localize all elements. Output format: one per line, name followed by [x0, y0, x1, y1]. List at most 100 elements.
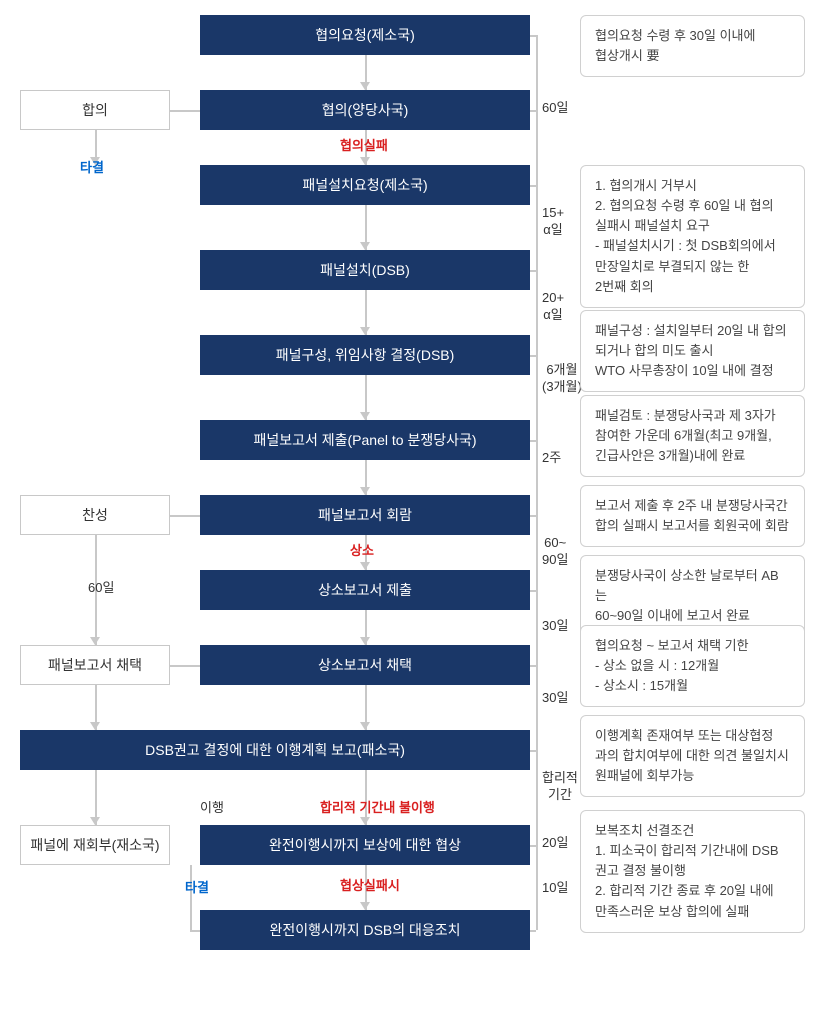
m11: 완전이행시까지 DSB의 대응조치 [200, 910, 530, 950]
n7-line-0: 이행계획 존재여부 또는 대상협정 [595, 726, 790, 746]
n7: 이행계획 존재여부 또는 대상협정과의 합치여부에 대한 의견 불일치시원패널에… [580, 715, 805, 797]
connector-v-15 [190, 865, 192, 930]
flowchart-root: 협의요청(제소국) 협의(양당사국) 패널설치요청(제소국) 패널설치(DSB) 패널구… [10, 10, 813, 1017]
time-label-10: 10일 [542, 880, 568, 897]
time-label-8: 합리적 기간 [542, 770, 578, 804]
n8-line-3: 2. 합리적 기간 종료 후 20일 내에 [595, 881, 790, 901]
n7-line-1: 과의 합치여부에 대한 의견 불일치시 [595, 746, 790, 766]
n6: 협의요청 ~ 보고서 채택 기한- 상소 없을 시 : 12개월- 상소시 : … [580, 625, 805, 707]
connector-h-3 [190, 930, 200, 932]
l_hyepsilpae: 협의실패 [340, 138, 388, 155]
n1-line-4: 만장일치로 부결되지 않는 한 [595, 257, 790, 277]
n2-line-1: 되거나 합의 미도 출시 [595, 341, 790, 361]
n1-line-1: 2. 협의요청 수령 후 60일 내 협의 [595, 196, 790, 216]
n4-line-1: 합의 실패시 보고서를 회원국에 회람 [595, 516, 790, 536]
time-label-2: 20+ α일 [542, 290, 564, 324]
m2: 패널설치요청(제소국) [200, 165, 530, 205]
m6-tick [530, 515, 536, 517]
m1: 협의(양당사국) [200, 90, 530, 130]
n0: 협의요청 수령 후 30일 이내에협상개시 要 [580, 15, 805, 77]
timeline-spine [536, 35, 538, 930]
m8-tick [530, 665, 536, 667]
m2-tick [530, 185, 536, 187]
arrow-7 [360, 637, 370, 645]
arrow-1 [360, 157, 370, 165]
arrow-12 [90, 637, 100, 645]
l_tagyeol2: 타결 [185, 880, 209, 897]
arrow-8 [360, 722, 370, 730]
n3-line-2: 긴급사안은 3개월)내에 완료 [595, 446, 790, 466]
arrow-5 [360, 487, 370, 495]
n4-line-0: 보고서 제출 후 2주 내 분쟁당사국간 [595, 496, 790, 516]
n3-line-0: 패널검토 : 분쟁당사국과 제 3자가 [595, 406, 790, 426]
time-label-3: 6개월 (3개월) [542, 362, 582, 396]
arrow-10 [360, 902, 370, 910]
arrow-2 [360, 242, 370, 250]
s1: 찬성 [20, 495, 170, 535]
connector-h-0 [170, 110, 200, 112]
n5-line-1: 60~90일 이내에 보고서 완료 [595, 606, 790, 626]
n8-line-0: 보복조치 선결조건 [595, 821, 790, 841]
m5: 패널보고서 제출(Panel to 분쟁당사국) [200, 420, 530, 460]
m7: 상소보고서 제출 [200, 570, 530, 610]
l_sangso: 상소 [350, 543, 374, 560]
n1-line-3: - 패널설치시기 : 첫 DSB회의에서 [595, 236, 790, 256]
time-label-4: 2주 [542, 450, 561, 467]
n2-line-0: 패널구성 : 설치일부터 20일 내 합의 [595, 321, 790, 341]
arrow-6 [360, 562, 370, 570]
time-label-0: 60일 [542, 100, 568, 117]
m10-tick [530, 845, 536, 847]
time-label-5: 60~ 90일 [542, 535, 568, 569]
l_bulihaeng: 합리적 기간내 불이행 [320, 800, 435, 817]
n4: 보고서 제출 후 2주 내 분쟁당사국간합의 실패시 보고서를 회원국에 회람 [580, 485, 805, 547]
n6-line-0: 협의요청 ~ 보고서 채택 기한 [595, 636, 790, 656]
n6-line-1: - 상소 없을 시 : 12개월 [595, 656, 790, 676]
m9: DSB권고 결정에 대한 이행계획 보고(패소국) [20, 730, 530, 770]
n1-line-2: 실패시 패널설치 요구 [595, 216, 790, 236]
n5-line-0: 분쟁당사국이 상소한 날로부터 AB는 [595, 566, 790, 606]
m4: 패널구성, 위임사항 결정(DSB) [200, 335, 530, 375]
n8-line-1: 1. 피소국이 합리적 기간내에 DSB [595, 841, 790, 861]
m7-tick [530, 590, 536, 592]
m11-tick [530, 930, 536, 932]
n3: 패널검토 : 분쟁당사국과 제 3자가참여한 가운데 6개월(최고 9개월,긴급… [580, 395, 805, 477]
arrow-9 [360, 817, 370, 825]
arrow-0 [360, 82, 370, 90]
l_hyepsangsilpae: 협상실패시 [340, 878, 400, 895]
s3: 패널에 재회부(재소국) [20, 825, 170, 865]
s0: 합의 [20, 90, 170, 130]
m9-tick [530, 750, 536, 752]
n1: 1. 협의개시 거부시2. 협의요청 수령 후 60일 내 협의 실패시 패널설… [580, 165, 805, 308]
time-label-6: 30일 [542, 618, 568, 635]
m3: 패널설치(DSB) [200, 250, 530, 290]
arrow-3 [360, 327, 370, 335]
arrow-13 [90, 722, 100, 730]
m8: 상소보고서 채택 [200, 645, 530, 685]
m0-tick [530, 35, 536, 37]
time-label-7: 30일 [542, 690, 568, 707]
n1-line-5: 2번째 회의 [595, 277, 790, 297]
n1-line-0: 1. 협의개시 거부시 [595, 176, 790, 196]
m3-tick [530, 270, 536, 272]
n6-line-2: - 상소시 : 15개월 [595, 676, 790, 696]
m1-tick [530, 110, 536, 112]
n7-line-2: 원패널에 회부가능 [595, 766, 790, 786]
s2: 패널보고서 채택 [20, 645, 170, 685]
l_tagyeol: 타결 [80, 160, 104, 177]
l_60d: 60일 [88, 580, 114, 597]
n8-line-2: 권고 결정 불이행 [595, 861, 790, 881]
arrow-4 [360, 412, 370, 420]
n8-line-4: 만족스러운 보상 합의에 실패 [595, 902, 790, 922]
m10: 완전이행시까지 보상에 대한 협상 [200, 825, 530, 865]
arrow-14 [90, 817, 100, 825]
n0-line-0: 협의요청 수령 후 30일 이내에 [595, 26, 790, 46]
n2: 패널구성 : 설치일부터 20일 내 합의되거나 합의 미도 출시WTO 사무총… [580, 310, 805, 392]
time-label-1: 15+ α일 [542, 205, 564, 239]
m6: 패널보고서 회람 [200, 495, 530, 535]
m5-tick [530, 440, 536, 442]
m4-tick [530, 355, 536, 357]
n2-line-2: WTO 사무총장이 10일 내에 결정 [595, 361, 790, 381]
n8: 보복조치 선결조건1. 피소국이 합리적 기간내에 DSB 권고 결정 불이행2… [580, 810, 805, 933]
m0: 협의요청(제소국) [200, 15, 530, 55]
l_ihaeng: 이행 [200, 800, 224, 817]
